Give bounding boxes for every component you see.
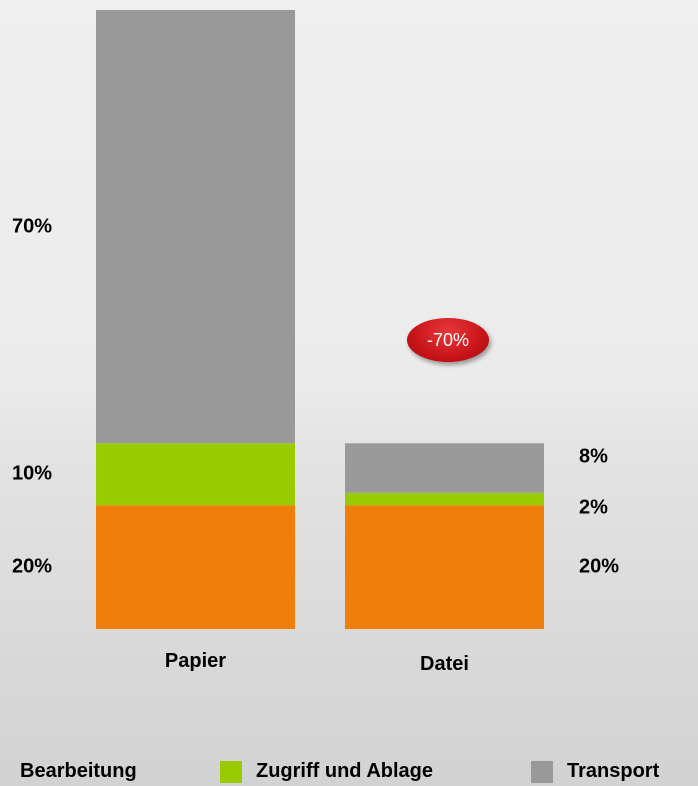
bar-datei-zugriff-und-ablage: [345, 492, 544, 506]
bar-papier-transport: [96, 10, 295, 444]
legend-label-bearbeitung: Bearbeitung: [20, 760, 137, 782]
bar-papier-bearbeitung: [96, 505, 295, 629]
value-label-papier-2: 70%: [12, 215, 53, 238]
bar-datei-transport: [345, 443, 544, 493]
value-label-papier-1: 10%: [12, 462, 53, 485]
legend-label-zugriff: Zugriff und Ablage: [256, 760, 434, 782]
bar-papier-zugriff-und-ablage: [96, 443, 295, 506]
bar-datei-bearbeitung: [345, 505, 544, 629]
legend-item-transport: Transport: [531, 760, 659, 783]
legend-swatch-zugriff: [220, 760, 242, 783]
value-label-papier-0: 20%: [12, 555, 53, 578]
reduction-badge: -70%: [407, 318, 489, 362]
value-label-datei-0: 20%: [579, 555, 620, 578]
legend-swatch-transport: [531, 760, 553, 783]
legend-item-zugriff: Zugriff und Ablage: [220, 760, 433, 783]
legend: Bearbeitung Zugriff und Ablage Transport: [0, 760, 698, 786]
category-label-papier: Papier: [164, 650, 227, 672]
value-label-datei-1: 2%: [579, 496, 608, 519]
legend-item-bearbeitung: Bearbeitung: [20, 760, 137, 783]
reduction-badge-text: -70%: [426, 329, 470, 350]
legend-label-transport: Transport: [567, 760, 660, 782]
category-label-datei: Datei: [420, 653, 469, 675]
value-label-datei-2: 8%: [579, 445, 608, 468]
